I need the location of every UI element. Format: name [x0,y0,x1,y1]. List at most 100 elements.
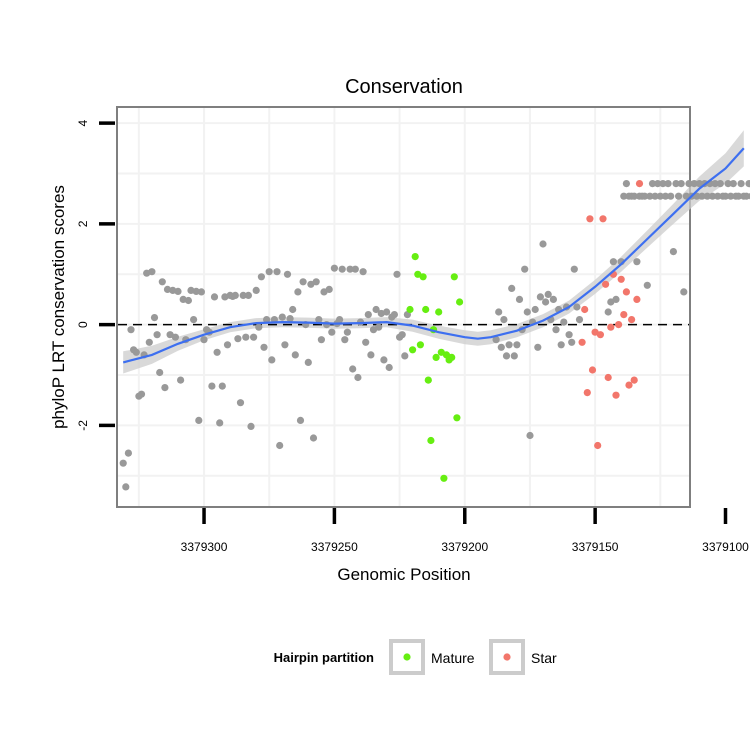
point-star [633,295,641,303]
point-other [630,192,638,200]
point-other [349,365,357,373]
point-other [505,341,513,349]
y-axis-title: phyloP LRT conservation scores [49,185,68,429]
point-other [513,341,521,349]
point-other [190,316,198,324]
x-axis: 3379300 3379250 3379200 3379150 3379100 [181,508,749,554]
point-other [184,296,192,305]
point-other [250,333,258,341]
point-other [122,483,130,491]
point-other [161,384,169,392]
point-star [581,305,589,314]
x-tick-label: 3379200 [441,540,488,554]
point-star [583,389,591,397]
point-other [648,180,657,188]
point-other [304,358,312,366]
point-other [620,192,628,200]
point-mature [453,414,461,422]
point-other [309,434,318,442]
point-other [534,343,542,351]
point-other [604,308,612,316]
point-other [390,311,398,319]
point-other [575,316,584,324]
point-other [502,352,511,360]
point-other [200,336,208,344]
point-other [693,192,701,200]
point-other [294,288,302,296]
point-other [210,293,219,301]
point-other [675,192,683,200]
point-other [385,363,393,372]
point-other [729,180,737,188]
point-other [544,290,552,298]
point-other [257,273,265,281]
point-star [599,215,607,223]
point-other [714,192,722,200]
point-other [291,351,299,359]
point-star [604,373,612,382]
point-other [268,356,276,364]
point-other [236,399,245,407]
point-other [273,268,281,276]
point-other [351,265,359,273]
point-star [612,391,620,399]
point-other [359,268,367,276]
point-other [156,368,164,377]
point-other [672,180,680,188]
point-other [296,416,305,424]
point-other [148,268,156,276]
point-other [242,333,250,341]
point-other [281,341,289,349]
point-other [716,180,724,188]
point-other [677,180,685,188]
point-other [549,295,558,303]
point-other [252,286,260,294]
point-star [588,366,597,374]
point-other [669,248,678,256]
point-other [255,323,263,331]
legend-label-mature: Mature [431,650,475,666]
point-other [508,284,516,292]
point-other [132,348,140,356]
point-other [523,308,531,316]
point-other [609,258,618,266]
point-other [659,180,667,188]
point-star [635,180,644,188]
point-other [727,192,735,200]
point-star [630,376,638,384]
point-mature [411,253,419,261]
point-other [325,285,333,293]
point-mature [456,298,464,306]
point-other [661,192,670,200]
x-tick-label: 3379150 [572,540,619,554]
point-other [216,419,224,427]
point-other [654,180,662,188]
point-mature [419,273,427,281]
point-other [492,336,500,344]
point-other [690,180,698,188]
point-other [497,343,505,351]
point-other [539,240,547,248]
point-other [742,192,750,200]
point-other [536,293,545,301]
point-mature [409,346,417,354]
point-other [667,192,675,200]
point-other [244,291,252,299]
point-mature [440,474,448,482]
point-other [393,270,401,278]
point-star [607,323,615,331]
point-other [573,303,581,311]
point-other [289,305,297,314]
point-other [336,316,344,324]
point-other [560,318,568,326]
point-other [315,316,323,324]
point-other [622,180,631,188]
point-star [578,338,586,346]
point-other [299,278,307,286]
point-other [213,348,221,356]
legend: Hairpin partition Mature Star [274,639,557,675]
point-other [127,326,135,334]
point-other [145,338,153,346]
point-other [330,264,338,272]
point-other [531,305,539,314]
